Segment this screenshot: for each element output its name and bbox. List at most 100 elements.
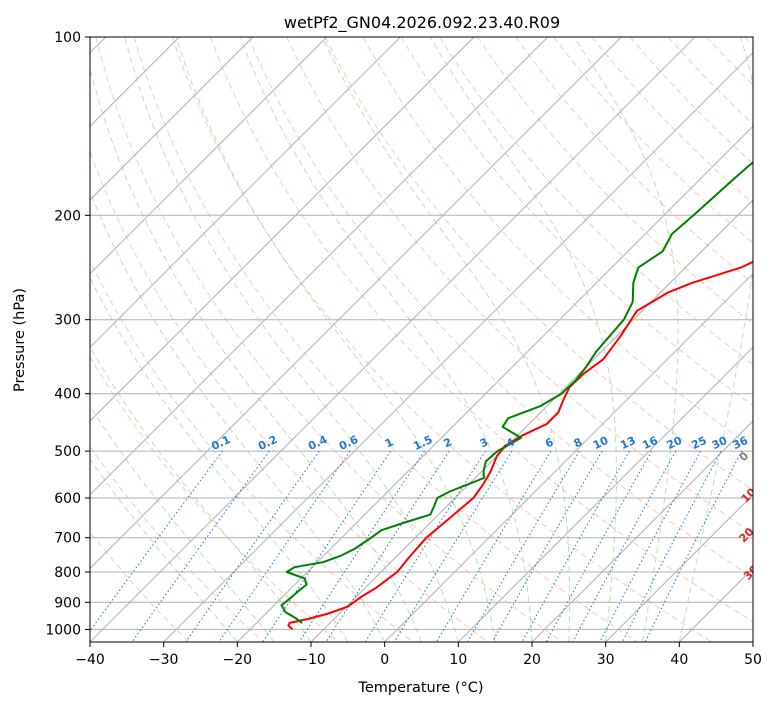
moist-adiabat-line bbox=[429, 37, 617, 642]
dry-adiabat-line bbox=[629, 37, 753, 165]
isotherm-line bbox=[678, 567, 753, 642]
plot-frame bbox=[89, 36, 754, 643]
moist-adiabat-line bbox=[90, 189, 386, 642]
mixing-ratio-line bbox=[572, 450, 677, 642]
isotherm-line bbox=[90, 37, 475, 422]
y-tick-label: 800 bbox=[54, 565, 81, 581]
dry-adiabat-line bbox=[324, 37, 753, 491]
moist-adiabat-line bbox=[321, 37, 571, 642]
y-tick-label: 300 bbox=[54, 313, 81, 329]
mixing-ratio-line bbox=[325, 450, 450, 642]
x-axis: −40 −30 −20 −10 0 10 20 30 40 50 bbox=[75, 642, 762, 668]
isotherm-line bbox=[90, 37, 696, 642]
y-tick-label: 500 bbox=[54, 444, 81, 460]
x-axis-label: Temperature (°C) bbox=[357, 680, 483, 696]
x-tick-label: 50 bbox=[744, 652, 762, 668]
x-tick-label: 20 bbox=[523, 652, 541, 668]
mixing-ratio-line bbox=[298, 450, 425, 642]
isotherm-line bbox=[310, 199, 753, 642]
mixing-ratio-label: 1 bbox=[383, 435, 395, 450]
isotherm-line bbox=[90, 37, 254, 201]
ept-label: 10 bbox=[739, 485, 759, 505]
x-tick-label: −30 bbox=[149, 652, 179, 668]
mixing-ratio-line bbox=[545, 450, 653, 642]
mixing-ratio-line bbox=[185, 450, 320, 642]
moist-adiabat-line bbox=[90, 405, 275, 642]
mixing-ratio-line bbox=[218, 450, 351, 642]
dewpoint-profile-line bbox=[280, 161, 753, 624]
dry-adiabat-line bbox=[248, 37, 753, 578]
x-tick-label: 40 bbox=[670, 652, 688, 668]
y-tick-label: 600 bbox=[54, 491, 81, 507]
x-tick-label: −10 bbox=[296, 652, 326, 668]
ept-label: 20 bbox=[737, 525, 757, 545]
isotherm-line bbox=[90, 37, 622, 570]
y-tick-label: 700 bbox=[54, 531, 81, 547]
dry-adiabat-line bbox=[90, 259, 414, 642]
y-tick-label: 400 bbox=[54, 387, 81, 403]
dry-adiabat-line bbox=[438, 37, 753, 366]
moist-adiabat-line bbox=[90, 276, 349, 642]
mixing-ratio-line bbox=[364, 450, 486, 642]
isotherm-line bbox=[90, 37, 328, 275]
dry-adiabat-line bbox=[210, 37, 753, 623]
moist-adiabat-line bbox=[573, 37, 679, 642]
line-labels: 0.10.20.40.611.52346810131620253036-100-… bbox=[209, 433, 772, 620]
moist-adiabat-line bbox=[124, 37, 459, 642]
moist-adiabat-line bbox=[90, 458, 238, 642]
dry-adiabat-line bbox=[591, 37, 753, 204]
mixing-ratio-label: 20 bbox=[665, 434, 685, 452]
dry-adiabat-line bbox=[515, 37, 753, 284]
dry-adiabat-line bbox=[90, 150, 489, 642]
dry-adiabat-line bbox=[171, 37, 713, 642]
mixing-ratio-label: 0.6 bbox=[337, 433, 360, 453]
background-grid bbox=[90, 37, 753, 642]
ept-label: 40 bbox=[752, 599, 772, 619]
dry-adiabat-line bbox=[95, 37, 564, 642]
y-tick-label: 100 bbox=[54, 30, 81, 46]
mixing-ratio-line bbox=[435, 450, 552, 642]
mixing-ratio-label: 8 bbox=[572, 435, 584, 450]
dry-adiabat-line bbox=[90, 445, 265, 642]
x-tick-label: −40 bbox=[75, 652, 105, 668]
isotherm-line bbox=[457, 346, 753, 642]
temperature-profile-line bbox=[287, 260, 753, 631]
x-tick-label: 10 bbox=[449, 652, 467, 668]
dry-adiabat-line bbox=[400, 37, 753, 407]
mixing-ratio-line bbox=[131, 450, 270, 642]
moist-adiabat-line bbox=[90, 346, 312, 642]
isotherm-line bbox=[162, 51, 753, 642]
mixing-ratio-line bbox=[491, 450, 603, 642]
mixing-ratio-label: 0.1 bbox=[209, 433, 232, 453]
moist-adiabat-line bbox=[90, 66, 422, 642]
x-tick-label: 0 bbox=[380, 652, 389, 668]
mixing-ratio-line bbox=[644, 450, 743, 642]
isotherm-line bbox=[531, 420, 753, 642]
mixing-ratio-label: 16 bbox=[640, 434, 660, 452]
dry-adiabat-line bbox=[286, 37, 753, 534]
isotherm-line bbox=[752, 641, 753, 642]
mixing-ratio-label: 25 bbox=[689, 434, 708, 452]
dry-adiabat-line bbox=[90, 531, 190, 642]
isotherm-line bbox=[383, 272, 753, 642]
mixing-ratio-label: 10 bbox=[591, 434, 611, 452]
dry-adiabat-line bbox=[477, 37, 753, 325]
mixing-ratio-line bbox=[621, 450, 722, 642]
mixing-ratio-label: 13 bbox=[618, 434, 637, 452]
y-tick-label: 200 bbox=[54, 208, 81, 224]
x-tick-label: −20 bbox=[223, 652, 253, 668]
mixing-ratio-label: 30 bbox=[710, 434, 730, 452]
moist-adiabat-line bbox=[239, 37, 533, 642]
isotherm-line bbox=[90, 37, 401, 349]
dry-adiabat-line bbox=[362, 37, 753, 449]
moist-adiabat-line bbox=[175, 37, 496, 642]
mixing-ratio-line bbox=[90, 450, 223, 632]
isotherm-line bbox=[604, 493, 753, 642]
y-tick-label: 900 bbox=[54, 595, 81, 611]
y-axis: 100 200 300 400 500 600 700 800 900 1000 bbox=[45, 30, 90, 638]
mixing-ratio-line bbox=[262, 450, 392, 642]
dry-adiabat-line bbox=[90, 356, 339, 642]
ept-label: 30 bbox=[741, 563, 761, 583]
isotherm-line bbox=[236, 125, 753, 642]
